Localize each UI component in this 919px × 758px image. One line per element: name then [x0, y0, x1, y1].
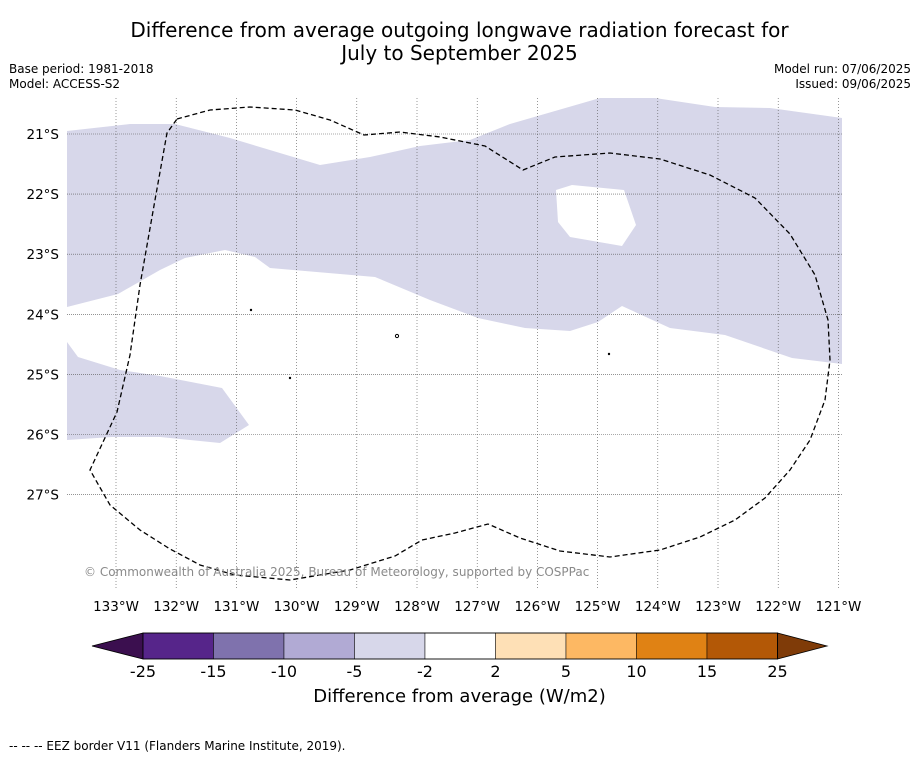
latitude-tick-label: 26°S: [27, 428, 60, 444]
island-marker: [607, 352, 611, 356]
island-marker: [394, 333, 400, 339]
colorbar-title: Difference from average (W/m2): [313, 686, 606, 707]
longitude-tick-label: 127°W: [454, 599, 500, 615]
latitude-tick-label: 22°S: [27, 187, 60, 203]
longitude-tick-label: 131°W: [213, 599, 259, 615]
colorbar-segment: [495, 632, 567, 660]
colorbar-tick-label: -5: [346, 662, 363, 681]
islands: [249, 308, 611, 380]
longitude-tick-label: 132°W: [153, 599, 199, 615]
colorbar-tick-label: -15: [200, 662, 227, 681]
colorbar-arrow-low: [91, 632, 144, 660]
gridlines: [67, 98, 842, 590]
colorbar-tick-label: -25: [129, 662, 157, 681]
colorbar-tick-label: 25: [767, 662, 788, 681]
model-run: Model run: 07/06/2025: [773, 62, 911, 76]
longitude-tick-labels: 133°W 132°W 131°W 130°W 129°W 128°W 127°W 126°W…: [93, 599, 861, 615]
longitude-tick-label: 129°W: [334, 599, 380, 615]
longitude-tick-label: 133°W: [93, 599, 139, 615]
latitude-tick-label: 27°S: [27, 488, 60, 504]
latitude-tick-label: 25°S: [27, 367, 60, 383]
base-period: Base period: 1981-2018: [9, 62, 154, 76]
meta-left: Base period: 1981-2018 Model: ACCESS-S2: [9, 62, 154, 92]
longitude-tick-label: 122°W: [755, 599, 801, 615]
longitude-tick-label: 124°W: [635, 599, 681, 615]
colorbar-tick-label: 5: [560, 662, 572, 681]
colorbar-segment: [142, 632, 214, 660]
latitude-tick-label: 24°S: [27, 307, 60, 323]
longitude-tick-label: 130°W: [274, 599, 320, 615]
colorbar-segment: [706, 632, 778, 660]
anomaly-region-southwest: [67, 342, 249, 443]
map-title-line-2: July to September 2025: [341, 41, 578, 65]
colorbar-tick-label: 10: [626, 662, 647, 681]
colorbar-tick-label: 15: [696, 662, 718, 681]
anomaly-regions: [67, 98, 842, 443]
eez-border: [89, 106, 831, 581]
colorbar-tick-label: -2: [417, 662, 433, 681]
colorbar-frame: [142, 632, 778, 660]
island-marker: [288, 376, 292, 380]
longitude-tick-label: 125°W: [575, 599, 621, 615]
colorbar-tick-label: -10: [270, 662, 298, 681]
copyright-notice: © Commonwealth of Australia 2025, Bureau…: [84, 565, 590, 579]
anomaly-region-north: [67, 98, 842, 364]
latitude-tick-label: 21°S: [27, 127, 60, 143]
colorbar-segment: [636, 632, 708, 660]
colorbar-segment: [213, 632, 285, 660]
longitude-tick-label: 128°W: [394, 599, 440, 615]
colorbar-segment: [354, 632, 426, 660]
issued-date: Issued: 09/06/2025: [795, 77, 911, 91]
colorbar-segment: [565, 632, 637, 660]
colorbar-segment: [283, 632, 355, 660]
latitude-tick-label: 23°S: [27, 247, 60, 263]
eez-legend-note: -- -- -- EEZ border V11 (Flanders Marine…: [9, 739, 346, 753]
latitude-tick-labels: 21°S 22°S 23°S 24°S 25°S 26°S 27°S: [27, 127, 60, 504]
longitude-tick-label: 123°W: [695, 599, 741, 615]
longitude-tick-label: 121°W: [815, 599, 861, 615]
map-title-line-1: Difference from average outgoing longwav…: [130, 18, 789, 42]
meta-right: Model run: 07/06/2025 Issued: 09/06/2025: [774, 62, 911, 92]
island-marker: [249, 308, 253, 312]
colorbar-segment: [424, 632, 496, 660]
longitude-tick-label: 126°W: [514, 599, 560, 615]
colorbar-arrow-high: [777, 632, 829, 660]
colorbar-tick-label: 2: [490, 662, 501, 681]
model-name: Model: ACCESS-S2: [9, 77, 121, 91]
colorbar: [91, 632, 829, 660]
